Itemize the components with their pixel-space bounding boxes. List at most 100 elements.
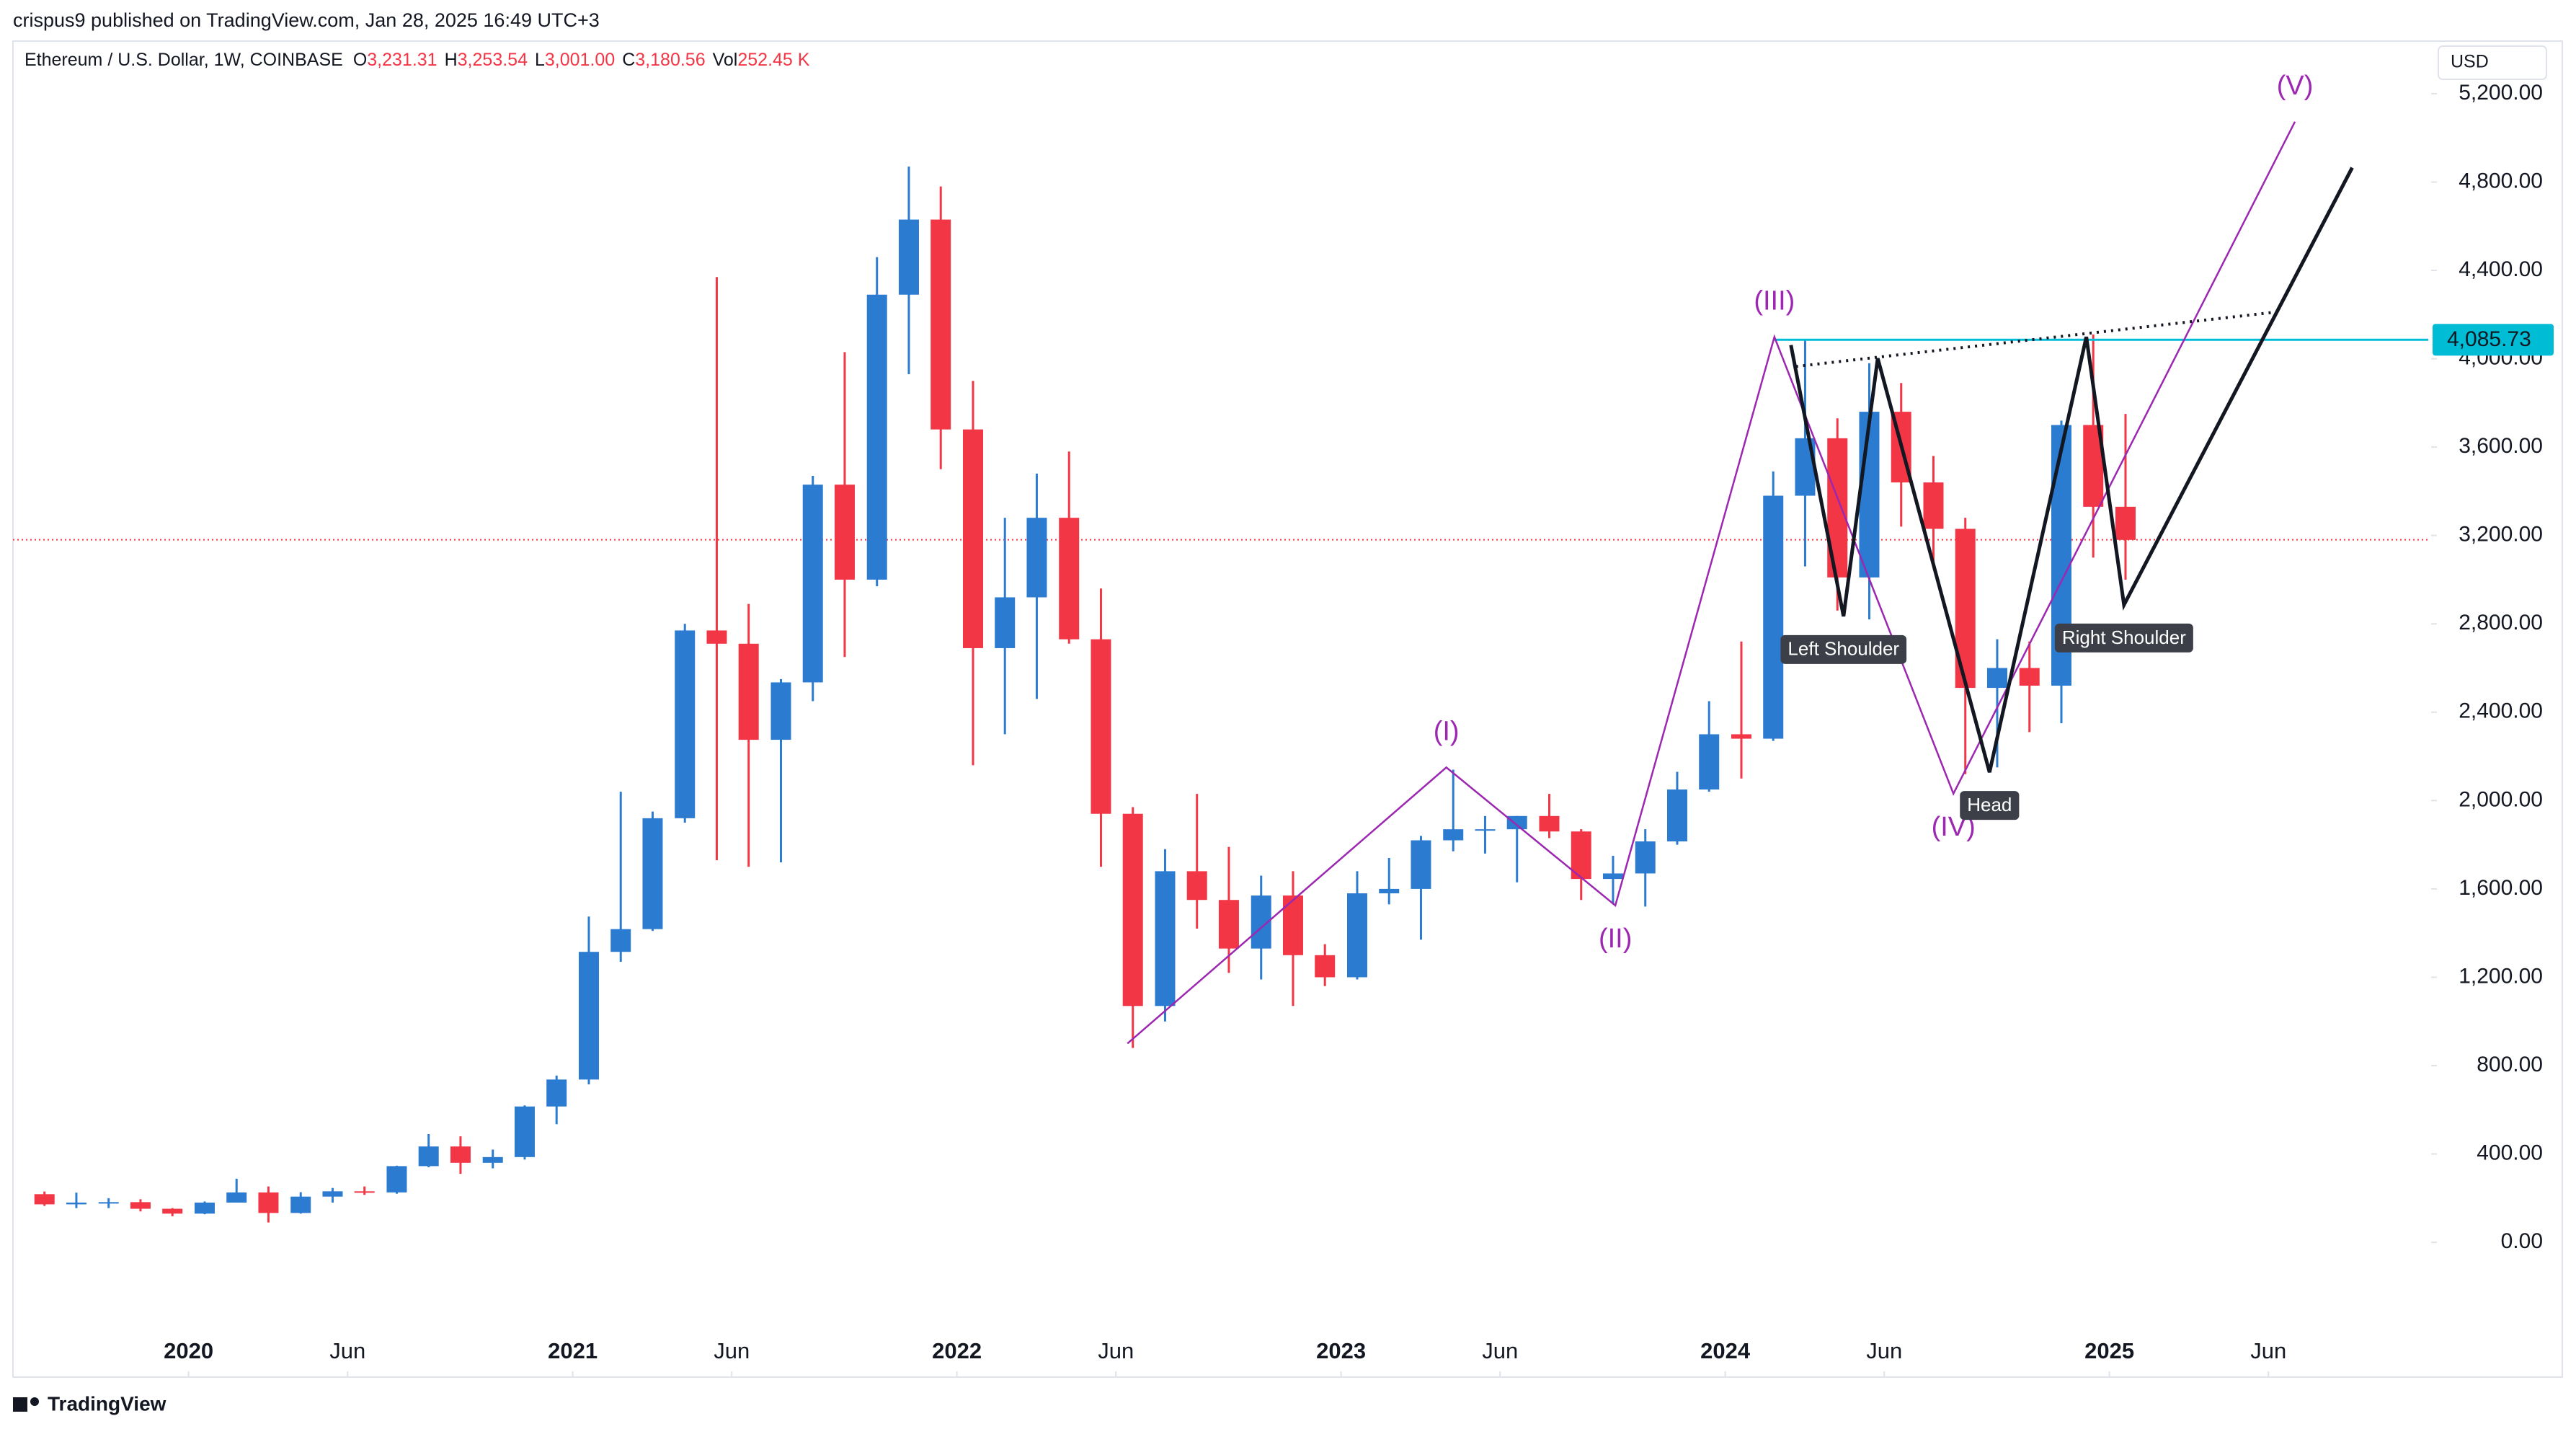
ohlc-key: O bbox=[353, 50, 367, 70]
currency: USD bbox=[2451, 52, 2489, 72]
y-tick-label: 4,400.00 bbox=[2459, 257, 2543, 281]
candle-body bbox=[1282, 895, 1303, 955]
x-tick-label: 2023 bbox=[1316, 1338, 1366, 1363]
candle-body bbox=[130, 1202, 151, 1209]
candle-body bbox=[1315, 955, 1336, 978]
x-tick-label: 2025 bbox=[2084, 1338, 2134, 1363]
logo bbox=[13, 1397, 39, 1412]
ohlc-value: 3,231.31 bbox=[367, 50, 437, 70]
x-tick-label: 2024 bbox=[1700, 1338, 1751, 1363]
candle-body bbox=[866, 294, 887, 580]
y-tick-label: 2,800.00 bbox=[2459, 611, 2543, 634]
candle-body bbox=[1731, 734, 1751, 739]
candle-body bbox=[1986, 668, 2007, 689]
candle-body bbox=[1539, 815, 1560, 832]
price-tag bbox=[2433, 324, 2554, 356]
candle-body bbox=[290, 1196, 311, 1213]
y-tick-label: 1,200.00 bbox=[2459, 964, 2543, 988]
y-tick-label: 3,600.00 bbox=[2459, 434, 2543, 458]
x-tick-label: Jun bbox=[714, 1338, 750, 1363]
candle-body bbox=[1443, 829, 1464, 841]
ohlc-value: 3,001.00 bbox=[545, 50, 615, 70]
candle-body bbox=[162, 1208, 183, 1214]
x-tick-label: Jun bbox=[1866, 1338, 1902, 1363]
y-tick-label: 800.00 bbox=[2477, 1053, 2543, 1076]
x-tick-label: Jun bbox=[2250, 1338, 2286, 1363]
candle-body bbox=[1923, 482, 1944, 529]
candle-body bbox=[642, 818, 663, 929]
y-tick-label: 4,800.00 bbox=[2459, 169, 2543, 193]
brand: TradingView bbox=[48, 1392, 166, 1415]
candle-body bbox=[34, 1194, 55, 1205]
candle-body bbox=[1026, 518, 1047, 598]
candle-body bbox=[1859, 412, 1880, 578]
y-tick-label: 3,200.00 bbox=[2459, 523, 2543, 547]
x-tick-label: 2021 bbox=[548, 1338, 598, 1363]
candle-body bbox=[802, 485, 823, 683]
candle-body bbox=[98, 1202, 119, 1204]
x-tick-label: Jun bbox=[329, 1338, 365, 1363]
pattern-label-box: Left Shoulder bbox=[1780, 634, 1907, 664]
candle-body bbox=[706, 630, 727, 644]
publisher: crispus9 published on TradingView.com, J… bbox=[13, 9, 600, 31]
x-tick-label: Jun bbox=[1482, 1338, 1518, 1363]
ohlc-key: H bbox=[445, 50, 458, 70]
candle-body bbox=[194, 1202, 215, 1214]
neckline bbox=[1795, 310, 2276, 368]
y-tick-label: 400.00 bbox=[2477, 1141, 2543, 1164]
y-tick-label: 2,000.00 bbox=[2459, 787, 2543, 811]
candle-body bbox=[738, 643, 759, 740]
candle-body bbox=[322, 1191, 343, 1197]
x-tick-label: Jun bbox=[1098, 1338, 1134, 1363]
wave-label: (V) bbox=[2277, 71, 2314, 101]
ohlc-key: C bbox=[622, 50, 635, 70]
wave-label: (III) bbox=[1754, 286, 1795, 316]
y-tick-label: 2,400.00 bbox=[2459, 699, 2543, 723]
candle-body bbox=[898, 219, 919, 295]
candle-body bbox=[1379, 888, 1400, 894]
pattern-label-box: Right Shoulder bbox=[2054, 623, 2193, 652]
candle-body bbox=[482, 1156, 503, 1163]
candle-body bbox=[1411, 840, 1431, 889]
symbol: Ethereum / U.S. Dollar, 1W, COINBASE bbox=[25, 50, 343, 70]
candle-body bbox=[1602, 873, 1623, 880]
candle-body bbox=[1699, 734, 1720, 790]
candle-body bbox=[995, 597, 1016, 648]
wave-label: (II) bbox=[1599, 924, 1632, 954]
pattern-line bbox=[1789, 167, 2354, 773]
pattern-label: Left Shoulder bbox=[1787, 638, 1899, 660]
candle-body bbox=[226, 1192, 247, 1203]
candle-body bbox=[1635, 841, 1656, 874]
candle-body bbox=[834, 485, 855, 580]
wave-label: (I) bbox=[1434, 716, 1460, 746]
pattern-label-bg bbox=[1780, 634, 1907, 664]
pattern-label-bg bbox=[1960, 791, 2020, 820]
ohlc-value: 252.45 K bbox=[737, 50, 809, 70]
candle-body bbox=[450, 1146, 471, 1163]
candle-body bbox=[1155, 871, 1176, 1007]
candle-body bbox=[931, 219, 951, 430]
candle-body bbox=[1666, 789, 1687, 842]
y-tick-label: 0.00 bbox=[2501, 1229, 2543, 1253]
candle-body bbox=[386, 1166, 407, 1193]
x-tick-label: 2022 bbox=[932, 1338, 982, 1363]
candle-body bbox=[675, 630, 696, 818]
candle-body bbox=[1763, 495, 1784, 739]
symbol-info: Ethereum / U.S. Dollar, 1W, COINBASE O3,2… bbox=[25, 50, 810, 70]
candle-body bbox=[1506, 815, 1527, 830]
candle-body bbox=[1475, 829, 1496, 831]
candle-body bbox=[66, 1202, 86, 1205]
pattern-label: Head bbox=[1967, 794, 2012, 815]
candle-body bbox=[514, 1106, 535, 1157]
currency-box[interactable] bbox=[2438, 45, 2547, 80]
candle-body bbox=[418, 1146, 439, 1167]
candle-body bbox=[2115, 506, 2136, 540]
ohlc-key: Vol bbox=[713, 50, 738, 70]
candle-body bbox=[2019, 668, 2040, 686]
candle-body bbox=[1955, 528, 1976, 689]
y-tick-label: 5,200.00 bbox=[2459, 81, 2543, 105]
pattern-label: Right Shoulder bbox=[2062, 627, 2186, 648]
candle-body bbox=[1122, 813, 1143, 1007]
candle-body bbox=[546, 1079, 567, 1107]
